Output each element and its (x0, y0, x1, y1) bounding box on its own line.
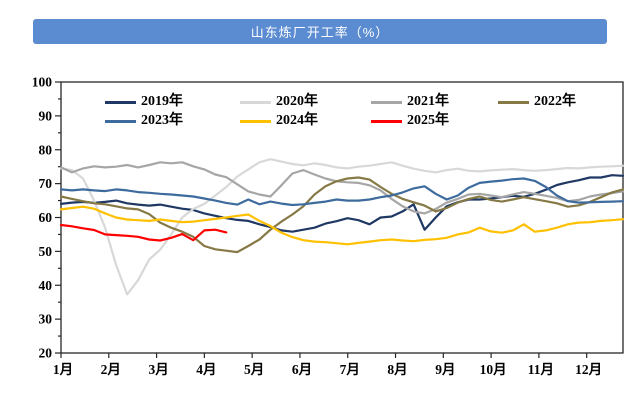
x-axis-label: 12月 (575, 362, 602, 377)
legend-swatch (498, 100, 529, 104)
x-axis-label: 2月 (101, 362, 121, 377)
legend-swatch (240, 119, 271, 123)
x-axis-label: 8月 (387, 362, 407, 377)
x-axis-label: 1月 (53, 362, 73, 377)
legend-item-2022年: 2022年 (498, 95, 576, 109)
legend-swatch (105, 119, 136, 123)
series-line-2020年 (59, 158, 625, 296)
legend-item-2024年: 2024年 (240, 114, 318, 128)
y-axis-label: 20 (39, 346, 53, 361)
series-line-2024年 (59, 205, 625, 246)
y-axis-label: 70 (39, 176, 53, 191)
x-axis-label: 10月 (480, 362, 507, 377)
y-axis-label: 80 (39, 142, 53, 157)
legend-item-2019年: 2019年 (105, 95, 183, 109)
series-line-2022年 (59, 176, 625, 254)
x-axis-label: 6月 (292, 362, 312, 377)
y-axis-label: 90 (39, 108, 53, 123)
series-line-2023年 (59, 177, 625, 207)
legend-label: 2023年 (141, 113, 183, 128)
legend-item-2021年: 2021年 (371, 95, 449, 109)
series-line-2021年 (59, 161, 625, 215)
legend-label: 2019年 (141, 94, 183, 109)
x-axis-label: 3月 (148, 362, 168, 377)
y-axis-label: 50 (39, 244, 53, 259)
legend-swatch (240, 100, 271, 104)
y-axis-label: 60 (39, 210, 53, 225)
legend-label: 2024年 (276, 113, 318, 128)
y-axis-label: 30 (39, 312, 53, 327)
x-axis-label: 4月 (196, 362, 216, 377)
x-axis-label: 5月 (244, 362, 264, 377)
y-axis-label: 100 (32, 75, 53, 90)
legend-swatch (371, 119, 402, 123)
legend-swatch (105, 100, 136, 104)
series-line-2025年 (59, 223, 228, 242)
x-axis-label: 9月 (435, 362, 455, 377)
legend-item-2020年: 2020年 (240, 95, 318, 109)
series-line-2019年 (59, 174, 625, 233)
legend-item-2025年: 2025年 (371, 114, 449, 128)
chart-title-banner: 山东炼厂开工率（%） (33, 19, 607, 44)
legend-label: 2022年 (534, 94, 576, 109)
x-axis-label: 7月 (340, 362, 360, 377)
legend-label: 2020年 (276, 94, 318, 109)
legend-swatch (371, 100, 402, 104)
legend-item-2023年: 2023年 (105, 114, 183, 128)
y-axis-label: 40 (39, 278, 53, 293)
x-axis-label: 11月 (528, 362, 554, 377)
legend-label: 2021年 (407, 94, 449, 109)
legend-label: 2025年 (407, 113, 449, 128)
